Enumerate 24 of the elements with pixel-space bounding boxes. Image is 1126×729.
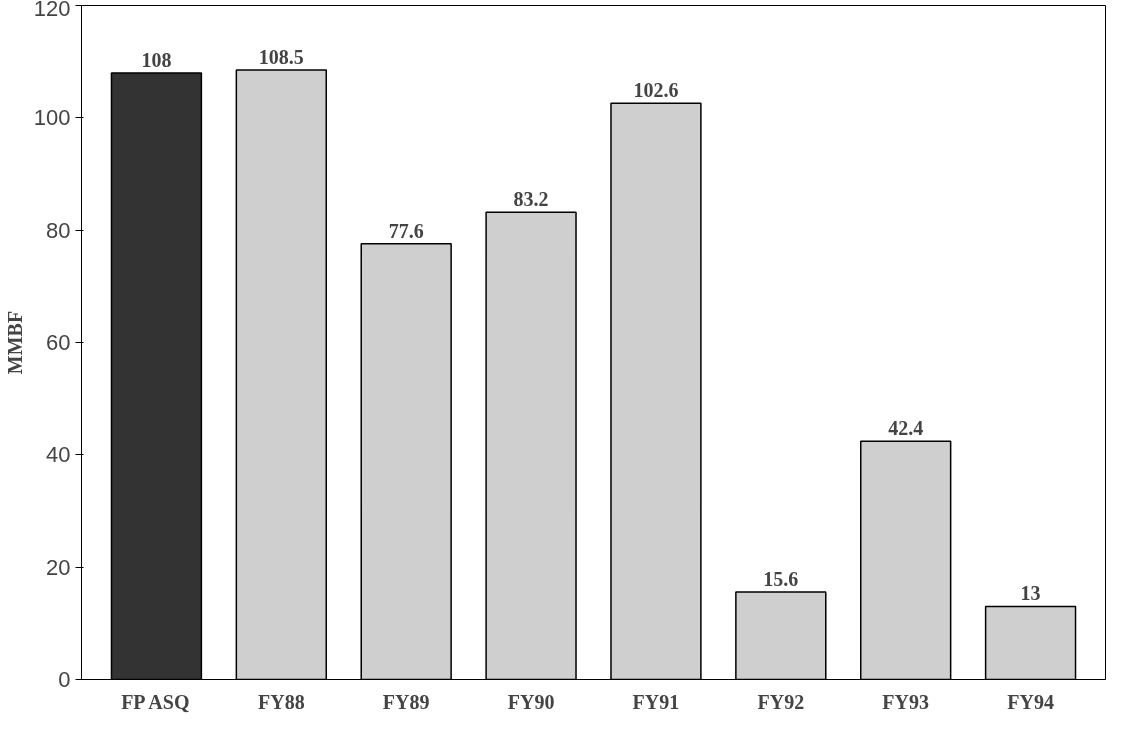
x-tick-label: FY90 — [507, 690, 555, 713]
y-axis-title: MMBF — [3, 310, 26, 375]
y-tick-label: 20 — [46, 554, 71, 580]
data-label: 83.2 — [513, 188, 549, 211]
y-tick-label: 40 — [46, 442, 71, 468]
y-tick-label: 100 — [33, 105, 71, 131]
data-label: 108 — [141, 48, 172, 71]
y-tick-label: 0 — [58, 667, 71, 692]
data-label: 108.5 — [258, 46, 304, 69]
x-tick-label: FP ASQ — [121, 690, 190, 713]
data-label: 77.6 — [388, 219, 424, 242]
x-tick-label: FY92 — [757, 690, 805, 713]
x-tick-label: FY94 — [1007, 690, 1054, 713]
x-tick-label: FY93 — [882, 690, 930, 713]
y-tick-label: 120 — [33, 0, 71, 21]
y-tick-label: 60 — [46, 330, 71, 355]
data-label: 13 — [1020, 582, 1041, 605]
data-label: 42.4 — [888, 417, 924, 440]
data-label: 102.6 — [633, 79, 679, 102]
x-tick-label: FY91 — [632, 690, 680, 713]
data-label: 15.6 — [763, 567, 799, 590]
y-tick-label: 80 — [46, 217, 71, 243]
x-tick-label: FY89 — [382, 690, 430, 713]
x-tick-label: FY88 — [257, 690, 305, 713]
